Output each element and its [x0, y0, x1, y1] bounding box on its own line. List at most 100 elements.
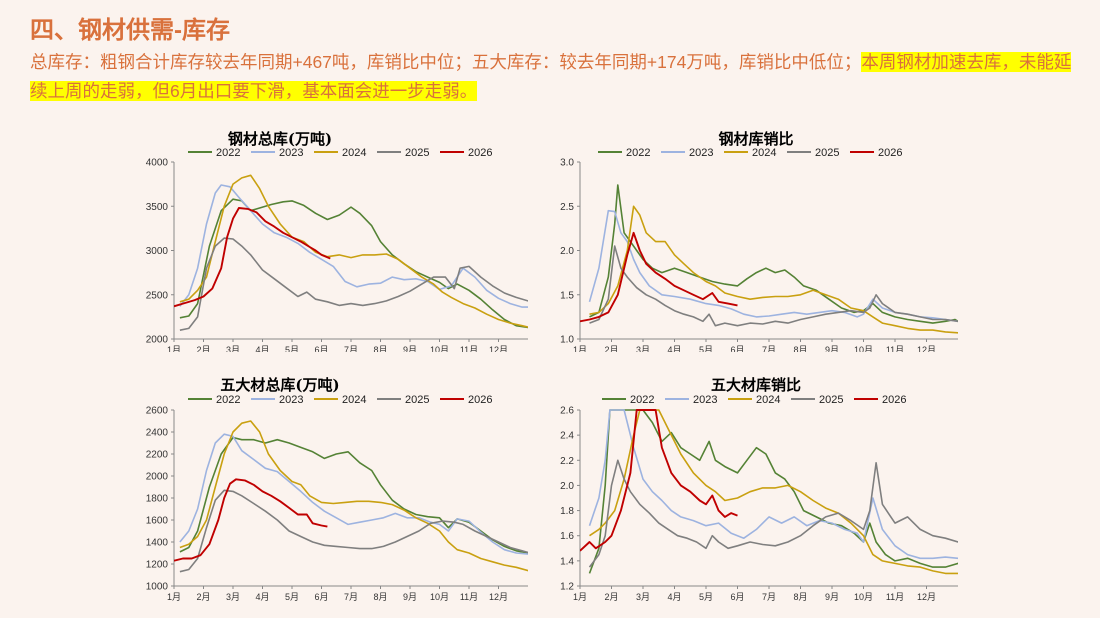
y-tick-label: 1000	[146, 582, 169, 593]
x-tick-label: 2月	[196, 592, 210, 602]
legend-label-2026: 2026	[468, 147, 492, 159]
series-line-2023	[179, 184, 528, 308]
legend-label-2024: 2024	[756, 394, 780, 406]
x-tick-label: 4月	[255, 345, 269, 352]
x-tick-label: 11月	[460, 345, 478, 352]
series-line-2025	[179, 489, 528, 573]
y-tick-label: 1400	[146, 538, 169, 549]
y-tick-label: 2000	[146, 472, 169, 483]
x-tick-label: 11月	[886, 592, 904, 602]
x-tick-label: 7月	[344, 345, 358, 352]
x-tick-label: 2月	[604, 345, 618, 352]
legend-label-2026: 2026	[882, 394, 906, 406]
series-line-2022	[588, 409, 958, 574]
x-tick-label: 7月	[344, 592, 358, 602]
legend-label-2026: 2026	[878, 147, 902, 159]
x-tick-label: 7月	[762, 592, 776, 602]
x-tick-label: 5月	[285, 592, 299, 602]
x-tick-label: 8月	[373, 345, 387, 352]
summary-text: 总库存：粗钢合计库存较去年同期+467吨，库销比中位；五大库存：较去年同期+17…	[30, 48, 1080, 106]
x-tick-label: 2月	[604, 592, 618, 602]
chart-title: 五大材总库(万吨)	[220, 376, 339, 394]
legend-label-2022: 2022	[630, 394, 654, 406]
x-tick-label: 3月	[636, 345, 650, 352]
x-tick-label: 1月	[573, 592, 587, 602]
legend-label-2025: 2025	[405, 394, 429, 406]
summary-plain: 总库存：粗钢合计库存较去年同期+467吨，库销比中位；五大库存：较去年同期+17…	[30, 52, 862, 72]
y-tick-label: 1600	[146, 516, 169, 527]
series-line-2026	[580, 231, 738, 323]
legend-label-2023: 2023	[689, 147, 713, 159]
series-line-2023	[588, 209, 958, 323]
series-line-2022	[589, 184, 958, 324]
x-tick-label: 4月	[667, 592, 681, 602]
x-tick-label: 1月	[573, 345, 587, 352]
series-line-2024	[179, 174, 528, 328]
chart-title: 五大材库销比	[711, 376, 801, 394]
legend-label-2024: 2024	[342, 394, 366, 406]
y-tick-label: 4000	[146, 158, 169, 169]
x-tick-label: 6月	[314, 592, 328, 602]
x-tick-label: 12月	[917, 592, 936, 602]
legend-label-2025: 2025	[815, 147, 839, 159]
legend-label-2022: 2022	[216, 394, 240, 406]
legend-label-2022: 2022	[626, 147, 650, 159]
x-tick-label: 3月	[226, 345, 240, 352]
series-group	[580, 184, 958, 334]
series-line-2023	[179, 433, 528, 555]
legend-label-2023: 2023	[279, 147, 303, 159]
legend-label-2025: 2025	[405, 147, 429, 159]
y-tick-label: 1.8	[560, 506, 574, 517]
x-tick-label: 5月	[699, 592, 713, 602]
chart-steel-total-inventory: 钢材总库(万吨)2022 2023 2024 2025 2026 2000 2500 3000…	[146, 130, 528, 352]
x-tick-label: 5月	[285, 345, 299, 352]
y-tick-label: 2.0	[560, 481, 574, 492]
series-line-2026	[580, 409, 738, 552]
y-tick-label: 3.0	[560, 158, 574, 169]
series-group	[174, 420, 528, 573]
chart-title: 钢材总库(万吨)	[228, 130, 332, 148]
series-line-2023	[588, 409, 958, 560]
x-tick-label: 3月	[636, 592, 650, 602]
y-tick-label: 2600	[146, 406, 169, 417]
x-tick-label: 8月	[373, 592, 387, 602]
chart-five-materials-total-inventory: 五大材总库(万吨)2022 2023 2024 2025 2026 1000 1200 140…	[146, 376, 528, 602]
x-tick-label: 1月	[167, 345, 181, 352]
x-tick-label: 11月	[460, 592, 478, 602]
y-tick-label: 1.4	[560, 556, 574, 567]
x-tick-label: 8月	[793, 592, 807, 602]
y-tick-label: 3500	[146, 202, 169, 213]
x-tick-label: 4月	[255, 592, 269, 602]
series-line-2022	[179, 198, 528, 329]
y-tick-label: 1200	[146, 560, 169, 571]
x-tick-label: 12月	[917, 345, 936, 352]
y-tick-label: 2.4	[560, 431, 574, 442]
y-tick-label: 2500	[146, 290, 169, 301]
legend-label-2025: 2025	[819, 394, 843, 406]
x-tick-label: 9月	[825, 592, 839, 602]
x-tick-label: 3月	[226, 592, 240, 602]
y-tick-label: 2.2	[560, 456, 574, 467]
legend-label-2022: 2022	[216, 147, 240, 159]
x-tick-label: 4月	[667, 345, 681, 352]
x-tick-label: 10月	[854, 345, 873, 352]
x-tick-label: 10月	[430, 345, 449, 352]
x-tick-label: 6月	[730, 592, 744, 602]
series-line-2022	[179, 436, 528, 554]
legend-label-2024: 2024	[342, 147, 366, 159]
chart-steel-inventory-sales-ratio: 钢材库销比 2022 2023 2024 2025 2026 1.0 1.5 2.0 2.5 3.0…	[560, 130, 958, 352]
legend-label-2023: 2023	[693, 394, 717, 406]
x-tick-label: 11月	[886, 345, 904, 352]
series-line-2025	[589, 245, 958, 327]
x-tick-label: 10月	[854, 592, 873, 602]
x-tick-label: 12月	[489, 592, 508, 602]
x-tick-label: 9月	[403, 592, 417, 602]
x-tick-label: 2月	[196, 345, 210, 352]
y-tick-label: 2400	[146, 428, 169, 439]
y-tick-label: 1.6	[560, 531, 574, 542]
legend-label-2024: 2024	[752, 147, 776, 159]
x-tick-label: 6月	[314, 345, 328, 352]
y-tick-label: 2000	[146, 335, 169, 346]
x-tick-label: 9月	[403, 345, 417, 352]
y-tick-label: 3000	[146, 246, 169, 257]
